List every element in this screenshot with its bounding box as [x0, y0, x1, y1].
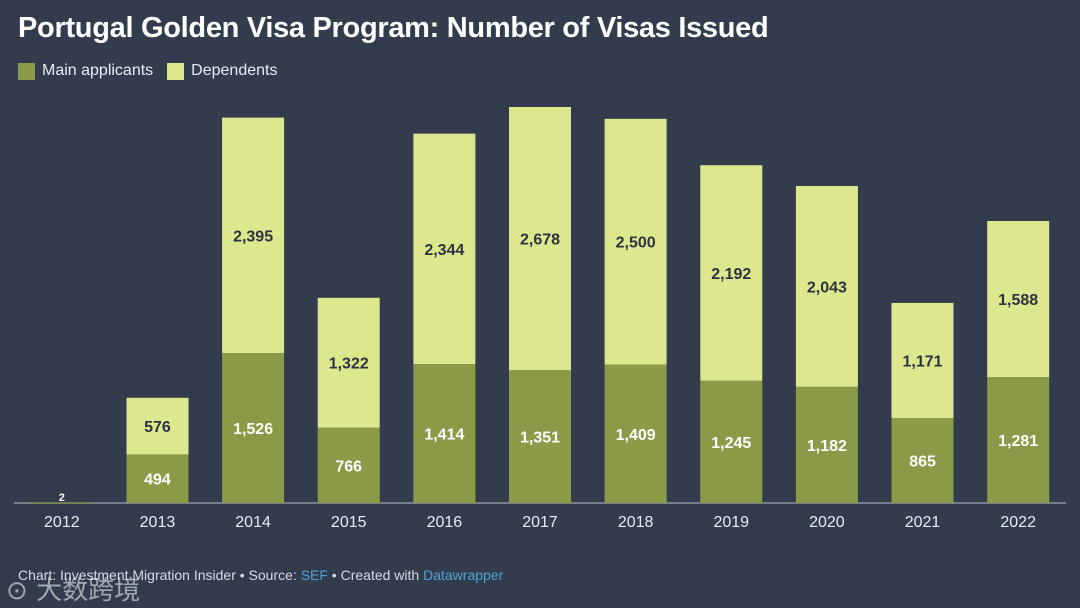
chart-footer: Chart: Investment Migration Insider • So… [18, 567, 503, 583]
value-label-dependents-2013: 576 [144, 419, 171, 436]
datawrapper-link[interactable]: Datawrapper [423, 567, 504, 583]
bar-main-2015[interactable] [317, 427, 380, 503]
bar-main-2014[interactable] [222, 353, 285, 503]
value-label-dependents-2015: 1,322 [329, 356, 369, 373]
value-label-main-2019: 1,245 [711, 435, 751, 452]
source-link[interactable]: SEF [300, 567, 328, 583]
x-tick-label-2018: 2018 [618, 514, 654, 531]
bar-main-2021[interactable] [891, 418, 954, 503]
x-tick-label-2014: 2014 [235, 514, 271, 531]
value-label-dependents-2017: 2,678 [520, 232, 560, 249]
chart-title: Portugal Golden Visa Program: Number of … [18, 12, 769, 44]
x-tick-label-2015: 2015 [331, 514, 367, 531]
value-label-dependents-2014: 2,395 [233, 228, 273, 245]
value-label-dependents-2021: 1,171 [903, 353, 943, 370]
value-label-dependents-2018: 2,500 [616, 235, 656, 252]
bar-dependents-2014[interactable] [222, 117, 285, 353]
bar-dependents-2021[interactable] [891, 302, 954, 418]
bar-main-2012[interactable] [30, 502, 93, 504]
footer-prefix: Chart: Investment Migration Insider • So… [18, 567, 301, 583]
value-label-main-2020: 1,182 [807, 438, 847, 455]
bar-main-2022[interactable] [987, 377, 1050, 503]
legend: Main applicants Dependents [18, 62, 277, 80]
watermark-text: 大数跨境 [36, 576, 141, 606]
footer-middle: • Created with [327, 567, 424, 583]
legend-label-dependents: Dependents [191, 62, 278, 79]
value-label-main-2015: 766 [335, 458, 362, 475]
legend-item-dependents: Dependents [167, 62, 277, 80]
value-label-dependents-2020: 2,043 [807, 279, 847, 296]
x-tick-label-2021: 2021 [905, 514, 941, 531]
x-tick-label-2017: 2017 [522, 514, 558, 531]
watermark: ⊙ 大数跨境 [6, 570, 140, 607]
bar-main-2016[interactable] [413, 364, 476, 503]
bar-main-2017[interactable] [509, 370, 571, 503]
legend-label-main: Main applicants [42, 62, 154, 79]
legend-item-main: Main applicants [18, 62, 153, 80]
x-tick-label-2016: 2016 [427, 514, 463, 531]
value-label-main-2014: 1,526 [233, 421, 273, 438]
bar-main-2020[interactable] [795, 386, 858, 503]
value-label-main-2012: 2 [59, 492, 65, 504]
watermark-logo-icon: ⊙ [6, 576, 28, 606]
value-label-main-2016: 1,414 [424, 427, 464, 444]
legend-swatch-main [18, 62, 35, 80]
bar-main-2018[interactable] [604, 364, 667, 504]
bar-dependents-2017[interactable] [509, 107, 571, 371]
bar-dependents-2016[interactable] [413, 133, 476, 364]
value-label-main-2021: 865 [909, 454, 936, 471]
value-label-main-2013: 494 [144, 472, 171, 489]
bar-dependents-2013[interactable] [126, 397, 189, 455]
x-tick-label-2022: 2022 [1000, 514, 1036, 531]
value-label-dependents-2016: 2,344 [424, 242, 464, 259]
bar-dependents-2019[interactable] [700, 165, 763, 381]
legend-swatch-dependents [167, 62, 185, 80]
bar-dependents-2022[interactable] [987, 221, 1050, 378]
bar-dependents-2020[interactable] [795, 186, 858, 387]
bar-dependents-2018[interactable] [604, 118, 667, 365]
bar-main-2019[interactable] [700, 380, 763, 503]
x-tick-label-2020: 2020 [809, 514, 845, 531]
value-label-main-2018: 1,409 [616, 427, 656, 444]
x-tick-label-2013: 2013 [140, 514, 176, 531]
value-label-dependents-2019: 2,192 [711, 266, 751, 283]
bar-main-2013[interactable] [126, 454, 189, 503]
bar-dependents-2015[interactable] [317, 297, 380, 428]
value-label-main-2017: 1,351 [520, 430, 560, 447]
value-label-main-2022: 1,281 [998, 433, 1038, 450]
value-label-dependents-2022: 1,588 [998, 292, 1038, 309]
x-tick-label-2019: 2019 [713, 514, 749, 531]
x-tick-label-2012: 2012 [44, 514, 80, 531]
